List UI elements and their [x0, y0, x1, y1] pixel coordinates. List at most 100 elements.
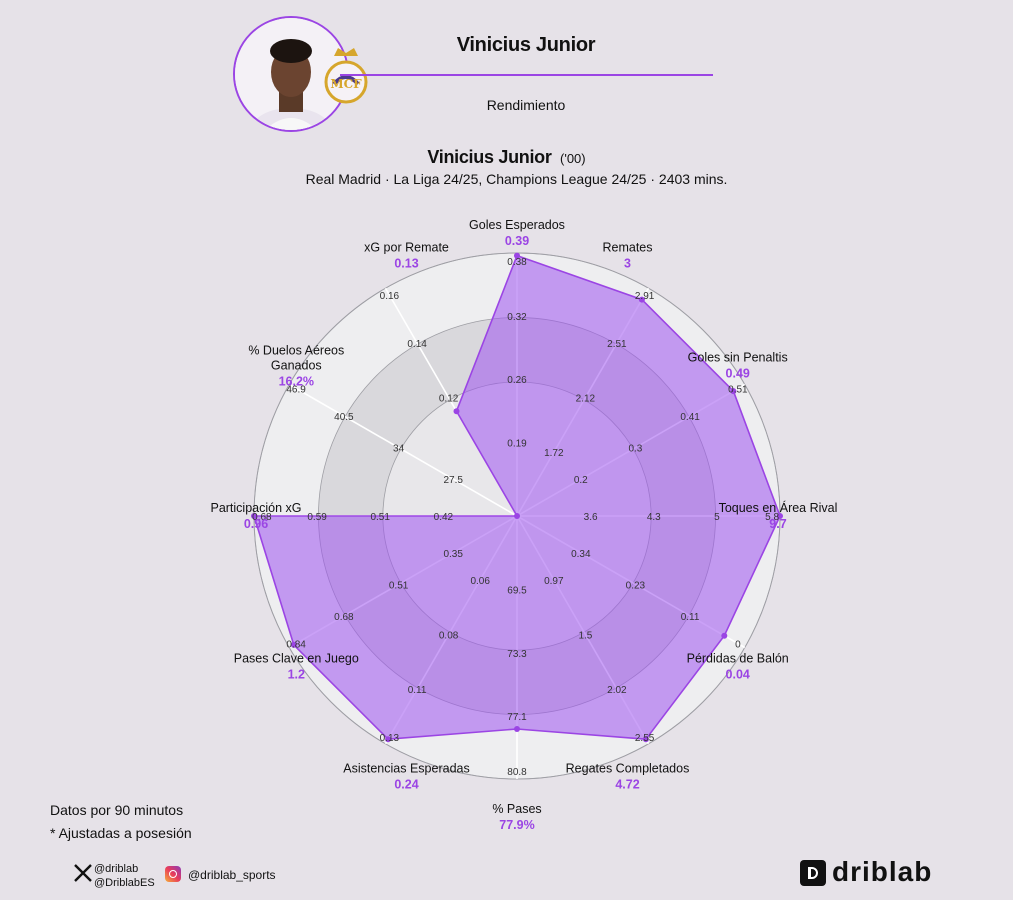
header: MCF Vinicius Junior Rendimiento [0, 0, 1013, 140]
radar-axis-value-6: 77.9% [499, 818, 534, 832]
radar-axis-label-1: Remates [602, 240, 652, 254]
radar-tick-6-0: 69.5 [507, 586, 527, 597]
svg-text:MCF: MCF [330, 77, 362, 91]
radar-tick-7-2: 0.11 [408, 685, 427, 696]
radar-axis-value-4: 0.04 [726, 668, 750, 682]
radar-tick-11-0: 0.12 [439, 394, 459, 405]
radar-tick-7-1: 0.08 [439, 630, 459, 641]
radar-tick-2-1: 0.3 [628, 444, 642, 455]
radar-tick-2-3: 0.51 [728, 384, 748, 395]
radar-point-3 [777, 513, 783, 519]
driblab-logo-icon [800, 860, 826, 886]
radar-point-4 [721, 632, 728, 639]
header-subtitle: Rendimiento [486, 97, 566, 113]
radar-tick-8-1: 0.51 [389, 580, 409, 591]
x-logo-icon [74, 864, 92, 882]
x-handles: @driblab @DriblabES [94, 862, 155, 890]
radar-tick-11-2: 0.16 [380, 291, 400, 302]
note-adjusted: * Ajustadas a posesión [50, 825, 192, 841]
radar-axis-value-5: 4.72 [615, 778, 639, 792]
radar-point-11 [453, 408, 460, 415]
instagram-handle: @driblab_sports [188, 868, 276, 882]
radar-tick-1-2: 2.51 [607, 339, 627, 350]
note-per90: Datos por 90 minutos [50, 802, 184, 818]
radar-tick-9-3: 0.68 [252, 512, 272, 523]
radar-tick-0-4: 0.38 [507, 257, 527, 268]
radar-point-8 [290, 641, 297, 648]
radar-tick-1-3: 2.91 [635, 291, 655, 302]
radar-tick-8-2: 0.68 [334, 612, 354, 623]
radar-axis-value-11: 0.13 [394, 256, 418, 270]
x-handle-1: @driblab [94, 863, 139, 875]
radar-axis-label-10: % Duelos Aéreos [248, 344, 344, 358]
radar-tick-10-2: 40.5 [334, 412, 354, 423]
radar-tick-4-0: 0.34 [571, 549, 591, 560]
radar-tick-5-1: 1.5 [578, 630, 592, 641]
radar-axis-value-10: 16.2% [279, 375, 314, 389]
header-divider [340, 74, 713, 76]
radar-axis-value-3: 9.7 [769, 517, 786, 531]
radar-axis-label-7: Asistencias Esperadas [343, 762, 469, 776]
radar-axis-label-9: Participación xG [210, 501, 301, 515]
radar-axis-value-1: 3 [624, 256, 631, 270]
radar-axis-label-6: % Pases [492, 802, 541, 816]
radar-tick-0-3: 0.32 [507, 312, 527, 323]
radar-axis-label-0: Goles Esperados [469, 218, 565, 232]
radar-axis-label-8: Pases Clave en Juego [234, 652, 359, 666]
radar-tick-4-2: 0.11 [681, 612, 700, 623]
radar-tick-1-0: 1.72 [544, 448, 564, 459]
radar-tick-8-3: 0.84 [286, 640, 306, 651]
radar-tick-10-1: 34 [393, 444, 405, 455]
radar-point-7 [385, 736, 392, 743]
chart-title: Vinicius Junior ('00) [0, 147, 1013, 168]
radar-axis-value-8: 1.2 [288, 668, 305, 682]
radar-tick-4-3: 0 [735, 640, 741, 651]
radar-tick-3-3: 5.8 [765, 512, 779, 523]
radar-axis-value-7: 0.24 [394, 778, 418, 792]
radar-tick-9-0: 0.42 [434, 512, 454, 523]
radar-axis-value-9: 0.96 [244, 517, 268, 531]
radar-axis-value-2: 0.49 [726, 367, 750, 381]
radar-point-6 [514, 726, 520, 732]
chart-title-note: ('00) [560, 151, 586, 166]
radar-point-2 [730, 388, 737, 395]
radar-point-5 [642, 736, 649, 743]
club-crest-icon: MCF [324, 48, 368, 104]
radar-tick-5-3: 2.55 [635, 733, 655, 744]
instagram-icon [165, 866, 181, 882]
radar-tick-10-0: 27.5 [443, 475, 463, 486]
radar-axis-label-3: Toques en Área Rival [719, 500, 838, 515]
radar-tick-11-1: 0.14 [407, 339, 427, 350]
radar-tick-1-1: 2.12 [576, 394, 596, 405]
radar-tick-0-0: 0.1 [0, 0, 7, 3]
radar-point-0 [514, 252, 520, 259]
radar-axis-label-11: xG por Remate [364, 240, 449, 254]
radar-tick-4-1: 0.23 [626, 580, 646, 591]
radar-tick-7-3: 0.13 [380, 733, 400, 744]
radar-point-10 [514, 513, 520, 519]
radar-point-9 [251, 513, 257, 519]
radar-point-1 [638, 296, 645, 303]
radar-tick-0-1: 0.19 [507, 438, 527, 449]
radar-tick-3-1: 4.3 [647, 512, 661, 523]
radar-tick-2-0: 0.2 [574, 475, 588, 486]
radar-axis-label-10: Ganados [271, 359, 322, 373]
radar-tick-6-3: 80.8 [507, 767, 527, 778]
radar-tick-5-2: 2.02 [607, 685, 627, 696]
radar-tick-5-0: 0.97 [544, 576, 564, 587]
radar-tick-10-3: 46.9 [286, 384, 306, 395]
radar-axis-label-5: Regates Completados [566, 762, 690, 776]
player-avatar [233, 16, 349, 132]
brand-wordmark: driblab [832, 856, 933, 887]
chart-subtitle: Real Madrid · La Liga 24/25, Champions L… [305, 171, 728, 187]
radar-tick-7-0: 0.06 [470, 576, 490, 587]
radar-axis-label-2: Goles sin Penaltis [688, 351, 788, 365]
radar-tick-2-2: 0.41 [680, 412, 700, 423]
radar-tick-6-1: 73.3 [507, 649, 527, 660]
radar-axis-label-4: Pérdidas de Balón [687, 652, 789, 666]
header-player-name: Vinicius Junior [456, 34, 596, 56]
radar-tick-0-2: 0.26 [507, 375, 527, 386]
radar-tick-3-0: 3.6 [584, 512, 598, 523]
radar-tick-3-2: 5 [714, 512, 720, 523]
